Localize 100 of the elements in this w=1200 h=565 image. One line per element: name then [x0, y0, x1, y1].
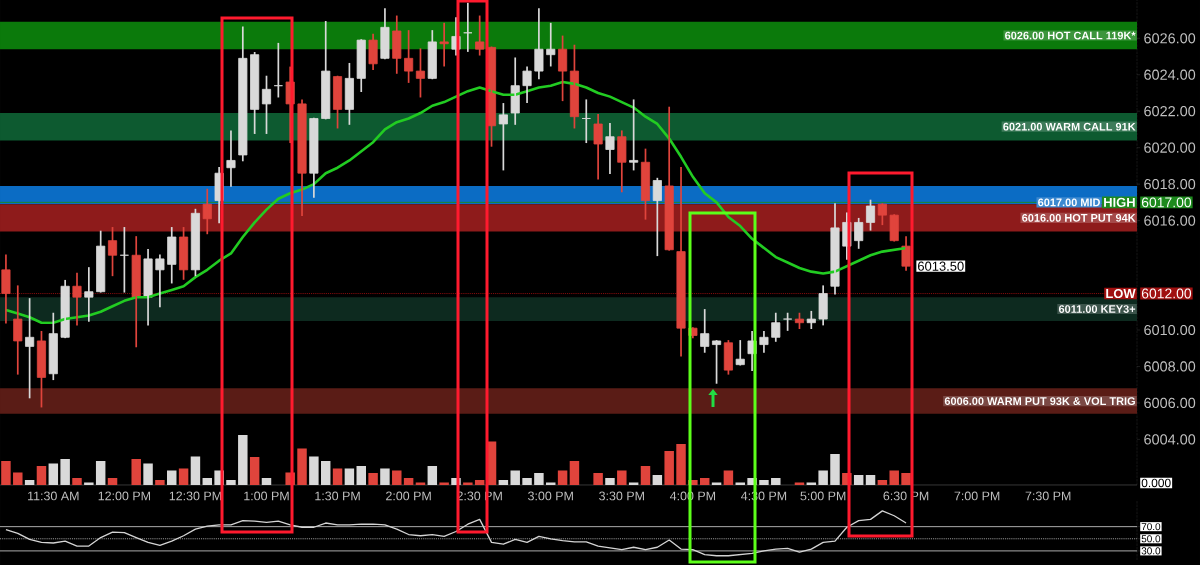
bar [107, 477, 118, 485]
band-label: 6017.00 MID [1038, 198, 1100, 207]
bar [48, 463, 59, 485]
candlestick [498, 103, 508, 171]
ref-line-label: LOW [1106, 288, 1136, 299]
bar [759, 479, 769, 485]
x-tick-label: 2:00 PM [386, 491, 431, 501]
candlestick [415, 48, 426, 98]
bar [403, 477, 414, 485]
y-tick-label: 70.0 [1141, 523, 1161, 531]
bar [699, 477, 710, 485]
bar [155, 479, 165, 485]
y-tick-label: 6024.00 [1144, 69, 1196, 80]
candlestick [107, 227, 118, 277]
y-tick-label: 6018.00 [1144, 179, 1196, 190]
band-label: 6011.00 KEY3+ [1058, 305, 1136, 313]
y-tick-label: 6026.00 [1144, 33, 1196, 44]
bar [249, 456, 260, 485]
bar [178, 468, 189, 485]
candlestick [865, 199, 876, 231]
candlestick [261, 75, 272, 134]
bar [131, 458, 141, 485]
bar [72, 477, 82, 485]
y-tick-label: 6016.00 [1144, 215, 1196, 226]
candlestick [392, 15, 402, 74]
y-tick-label: 6017.00 [1141, 197, 1192, 208]
bar [474, 479, 485, 485]
bar [522, 477, 532, 485]
bar [510, 470, 520, 485]
bar [889, 470, 899, 485]
bar [771, 477, 781, 485]
candlestick [723, 340, 733, 375]
bar [652, 474, 663, 485]
candlestick [155, 254, 165, 308]
bar [380, 468, 390, 485]
bar [309, 456, 319, 485]
candlestick [404, 30, 414, 83]
bar [818, 470, 828, 485]
candlestick [1, 254, 11, 324]
candlestick [605, 123, 615, 175]
bar [546, 482, 556, 485]
bar [676, 443, 686, 485]
bar [498, 479, 509, 485]
y-tick-label: 6012.00 [1141, 288, 1192, 299]
bar [901, 472, 911, 485]
bar [320, 460, 331, 485]
bar [344, 468, 355, 485]
bar [13, 472, 23, 485]
bar [664, 450, 674, 485]
bar [356, 465, 366, 485]
band-label: 6016.00 HOT PUT 94K [1022, 214, 1136, 222]
x-tick-label: 12:00 PM [98, 491, 150, 501]
x-tick-label: 3:00 PM [528, 491, 573, 501]
bar [605, 477, 615, 485]
bar [735, 482, 745, 485]
candlestick [700, 309, 710, 353]
bar [368, 472, 378, 485]
bar [723, 470, 734, 485]
bar [392, 470, 402, 485]
bar [853, 474, 864, 485]
y-tick-label: 6006.00 [1144, 397, 1196, 409]
bar [640, 465, 651, 485]
band-label: 6021.00 WARM CALL 91K [1003, 122, 1136, 131]
y-tick-label: 6022.00 [1144, 106, 1196, 117]
ref-line-label: HIGH [1104, 197, 1135, 207]
candlestick [877, 203, 887, 226]
candlestick [167, 227, 177, 284]
y-tick-label: 50.0 [1141, 535, 1161, 543]
x-tick-label: 7:00 PM [954, 491, 1000, 501]
band-label: 6006.00 WARM PUT 93K & VOL TRIG [944, 397, 1135, 405]
bar [427, 465, 438, 485]
candlestick [771, 312, 781, 342]
candlestick [617, 130, 627, 193]
bar [143, 463, 153, 485]
x-tick-label: 11:30 AM [28, 491, 79, 501]
y-tick-label: 6020.00 [1144, 142, 1196, 153]
annotation: 6013.50 [918, 261, 964, 271]
bar [463, 482, 473, 485]
bar [628, 482, 639, 485]
candlestick [25, 298, 35, 399]
x-tick-label: 1:00 PM [244, 491, 289, 501]
x-tick-label: 7:30 PM [1025, 491, 1071, 501]
candlestick [522, 66, 532, 103]
bar [617, 470, 627, 485]
bar [202, 477, 213, 485]
bar [36, 465, 47, 485]
y-tick-label: 6010.00 [1144, 324, 1196, 336]
bar [238, 434, 248, 485]
x-tick-label: 5:00 PM [800, 491, 846, 501]
bar [226, 479, 236, 485]
bar [415, 482, 426, 485]
bar [593, 472, 603, 485]
candlestick [368, 33, 378, 71]
y-tick-label: 6004.00 [1144, 434, 1196, 445]
bar [95, 460, 106, 485]
bar [830, 453, 840, 485]
bar [167, 470, 177, 485]
bar [865, 474, 876, 485]
candlestick [629, 99, 639, 171]
bar [24, 479, 35, 485]
